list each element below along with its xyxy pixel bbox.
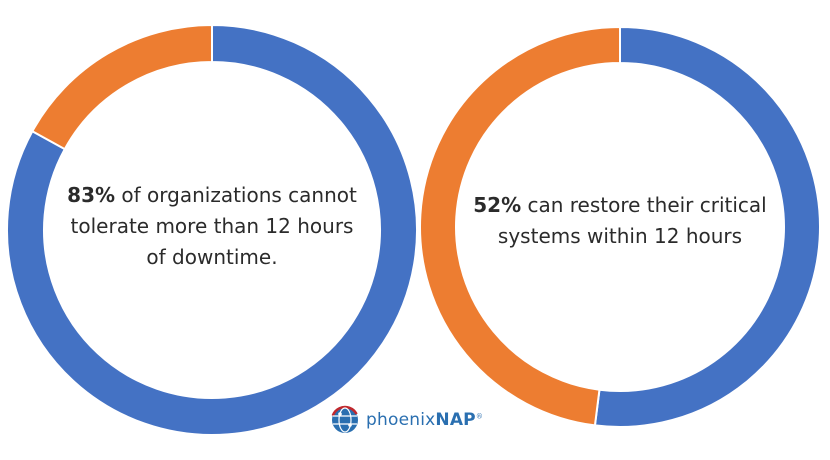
phoenixnap-logo: phoenixNAP® xyxy=(330,403,483,437)
donut-2-center-text: 52% can restore their critical systems w… xyxy=(470,190,770,252)
logo-text-phoenix: phoenix xyxy=(366,410,436,430)
phoenixnap-wordmark: phoenixNAP® xyxy=(366,410,483,430)
donut-1-percent: 83% xyxy=(67,183,116,207)
donut-2-slice-2 xyxy=(419,25,621,427)
donut-2-percent: 52% xyxy=(473,193,522,217)
donut-1-caption: of organizations cannot tolerate more th… xyxy=(70,183,357,269)
donut-1-slice-1 xyxy=(6,23,418,436)
logo-registered-mark: ® xyxy=(475,412,484,421)
donut-2-caption: can restore their critical systems withi… xyxy=(497,193,767,248)
donut-1-center-text: 83% of organizations cannot tolerate mor… xyxy=(62,180,362,273)
phoenixnap-globe-icon xyxy=(330,405,360,435)
logo-text-nap: NAP xyxy=(435,410,476,430)
donut-2-slice-1 xyxy=(593,25,821,428)
donut-1-slice-2 xyxy=(30,23,213,151)
